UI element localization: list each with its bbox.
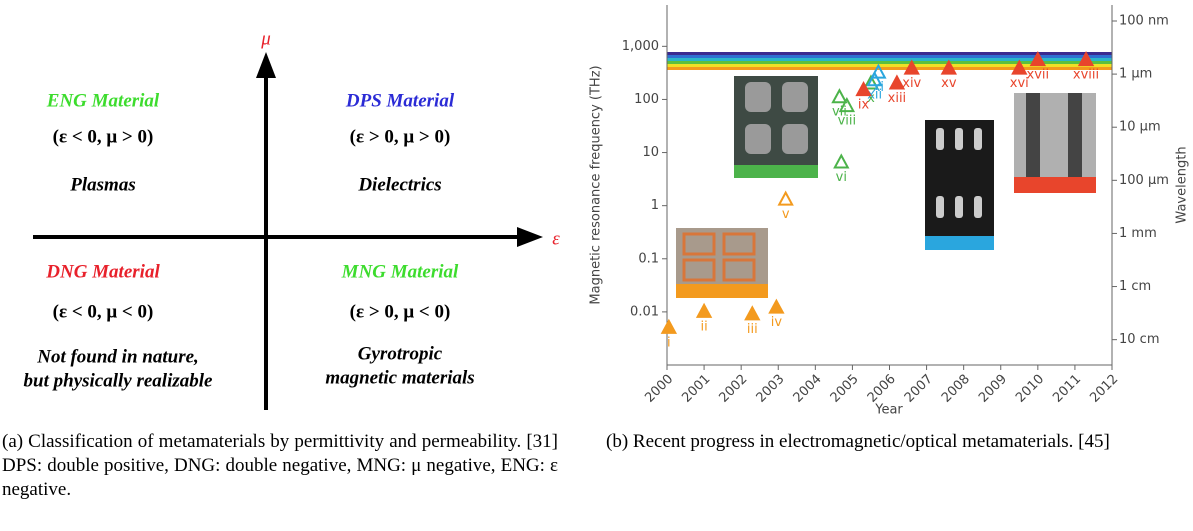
x-tick-label: 2002: [716, 372, 750, 406]
inset: [1014, 93, 1096, 193]
quadrant-description: magnetic materials: [325, 367, 474, 388]
quadrant-description: Plasmas: [69, 174, 135, 195]
marker: [770, 301, 783, 313]
y-tick-label: 10: [642, 145, 659, 160]
point-label: v: [782, 207, 790, 222]
x-tick-label: 2000: [642, 372, 676, 406]
y-tick-label: 100: [634, 92, 659, 107]
marker: [662, 321, 675, 333]
y2-tick-label: 10 µm: [1119, 120, 1161, 135]
marker: [746, 307, 759, 319]
y-tick-label: 1: [651, 198, 659, 213]
quadrant-title: DNG Material: [45, 261, 160, 282]
band: [667, 52, 1112, 55]
inset: [925, 120, 994, 250]
y-tick-label: 0.1: [638, 251, 659, 266]
chart: Magnetic resonance frequency (THz) Year …: [589, 5, 1190, 418]
quadrant-description: but physically realizable: [24, 370, 214, 391]
x-tick-label: 2004: [791, 372, 825, 406]
quadrant-condition: (ε > 0, μ > 0): [350, 126, 451, 147]
y-axis-title: Magnetic resonance frequency (THz): [589, 65, 604, 304]
epsilon-arrow: [517, 227, 543, 247]
y2-tick-label: 10 cm: [1119, 332, 1160, 347]
marker: [779, 193, 792, 205]
page: μ ε ENG Material (ε < 0, μ > 0) Plasmas …: [0, 0, 1193, 531]
y2-tick-label: 1 mm: [1119, 226, 1157, 241]
marker: [835, 155, 848, 167]
x-axis-title: Year: [874, 403, 903, 418]
x-tick-label: 2006: [865, 372, 899, 406]
point-label: iv: [771, 315, 783, 330]
quadrant-title: MNG Material: [341, 261, 459, 282]
x-tick-label: 2008: [939, 372, 973, 406]
x-tick-label: 2005: [828, 372, 862, 406]
marker: [833, 90, 846, 102]
y2-tick-label: 1 cm: [1119, 279, 1151, 294]
y2-tick-label: 100 nm: [1119, 13, 1169, 28]
quadrant-condition: (ε > 0, μ < 0): [350, 301, 451, 322]
x-tick-label: 2003: [754, 372, 788, 406]
x-tick-label: 2009: [976, 372, 1010, 406]
quadrant-description: Dielectrics: [357, 174, 441, 195]
y2-tick-label: 100 µm: [1119, 173, 1169, 188]
point-label: xiii: [888, 91, 907, 106]
diagram: μ ε ENG Material (ε < 0, μ > 0) Plasmas …: [24, 28, 561, 410]
epsilon-label: ε: [552, 228, 560, 249]
point-label: viii: [838, 114, 857, 129]
y-tick-label: 0.01: [630, 304, 659, 319]
point-label: xvii: [1027, 68, 1050, 83]
point-label: ix: [858, 98, 870, 113]
quadrant-title: DPS Material: [345, 90, 455, 111]
mu-label: μ: [260, 28, 271, 49]
figure: μ ε ENG Material (ε < 0, μ > 0) Plasmas …: [0, 0, 1193, 425]
y2-axis-title: Wavelength: [1175, 146, 1190, 223]
x-tick-label: 2007: [902, 372, 936, 406]
point-label: iii: [747, 322, 758, 337]
point-label: ii: [700, 319, 707, 334]
marker: [698, 305, 711, 317]
caption: (a) Classification of metamaterials by p…: [2, 430, 558, 502]
band: [667, 61, 1112, 64]
x-tick-label: 2012: [1087, 372, 1121, 406]
quadrant-condition: (ε < 0, μ > 0): [53, 126, 154, 147]
x-tick-label: 2001: [679, 372, 713, 406]
quadrant-title: ENG Material: [46, 90, 160, 111]
point-label: xiv: [902, 76, 921, 91]
point-label: vi: [836, 170, 847, 185]
quadrant-description: Not found in nature,: [36, 346, 199, 367]
band: [667, 55, 1112, 58]
quadrant-description: Gyrotropic: [358, 343, 443, 364]
inset: [676, 228, 768, 298]
mu-arrow: [256, 52, 276, 78]
point-label: i: [667, 335, 671, 350]
y-tick-label: 1,000: [622, 39, 659, 54]
band: [667, 58, 1112, 61]
x-tick-label: 2011: [1050, 372, 1084, 406]
quadrant-condition: (ε < 0, μ < 0): [53, 301, 154, 322]
x-tick-label: 2010: [1013, 372, 1047, 406]
inset: [734, 76, 818, 178]
y2-tick-label: 1 µm: [1119, 67, 1152, 82]
point-label: xviii: [1073, 68, 1099, 83]
point-label: xv: [941, 76, 957, 91]
caption: (b) Recent progress in electromagnetic/o…: [606, 430, 1193, 490]
